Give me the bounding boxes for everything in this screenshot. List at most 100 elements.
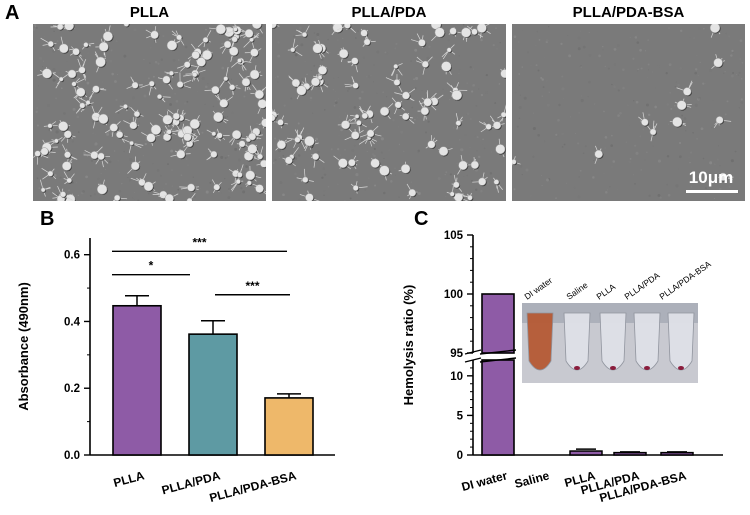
sem-grain (459, 148, 464, 152)
platelet (470, 160, 479, 169)
platelet (166, 129, 172, 135)
platelet (130, 161, 140, 171)
sem-grain (186, 158, 188, 160)
sem-grain (486, 181, 490, 185)
sem-grain (652, 145, 654, 147)
sem-grain (414, 87, 417, 90)
platelet (394, 101, 402, 109)
panel-a-letter: A (5, 2, 20, 24)
platelet (676, 100, 687, 111)
platelet (291, 78, 301, 88)
platelet (348, 158, 356, 167)
sem-grain (327, 185, 330, 188)
bar-plla (569, 450, 603, 456)
significance-label: * (149, 259, 154, 273)
sem-grain (495, 27, 497, 30)
sem-grain (456, 162, 459, 165)
sem-grain (91, 132, 95, 135)
sem-grain (619, 111, 622, 115)
sem-grain (183, 102, 187, 105)
sem-grain (617, 89, 620, 92)
sem-grain (53, 174, 57, 177)
bar-plla-pda-bsa (264, 397, 314, 456)
sem-grain (647, 63, 650, 66)
sem-grain (683, 117, 687, 120)
sem-grain (373, 64, 376, 67)
platelet (238, 140, 246, 148)
sem-grain (741, 78, 743, 80)
platelet (232, 26, 238, 32)
platelet (379, 165, 390, 176)
sem-grain (321, 58, 324, 61)
platelet (189, 118, 200, 130)
platelet (59, 43, 69, 54)
sem-grain (724, 113, 727, 116)
platelet (92, 85, 100, 93)
sem-grain (601, 45, 604, 48)
sem-grain (558, 103, 561, 107)
platelet (129, 121, 138, 130)
sem-grain (632, 57, 635, 61)
bar-plla-pda (188, 333, 238, 456)
sem-grain (617, 189, 618, 191)
sem-grain (728, 185, 731, 188)
sem-grain (645, 103, 649, 107)
tube-pellet (574, 366, 580, 370)
sem-grain (666, 155, 670, 158)
platelet (201, 49, 213, 60)
platelet (176, 81, 184, 88)
sem-grain (340, 128, 343, 132)
sem-grain (322, 147, 325, 149)
platelet (235, 178, 241, 185)
sem-grain (293, 151, 295, 153)
sem-grain (471, 179, 473, 182)
sem-grain (613, 47, 617, 51)
sem-grain (553, 24, 555, 25)
sem-grain (640, 67, 643, 70)
scale-bar (686, 190, 738, 193)
sem-grain (293, 25, 295, 27)
platelet (301, 32, 308, 38)
sem-grain (234, 147, 238, 151)
sem-grain (513, 48, 516, 51)
sem-grain (611, 83, 613, 86)
sem-grain (123, 100, 125, 102)
sem-grain (101, 135, 105, 139)
sem-grain (66, 60, 68, 62)
sem-grain (578, 111, 581, 114)
sem-grain (694, 71, 698, 75)
sem-grain (675, 81, 678, 83)
platelet (420, 106, 429, 116)
sem-grain (394, 167, 396, 169)
sem-grain (717, 145, 720, 147)
sem-grain (474, 188, 478, 192)
sem-grain (610, 134, 613, 137)
sem-grain (414, 48, 418, 52)
sem-grain (345, 112, 347, 114)
sem-grain (722, 59, 724, 61)
sem-grain (541, 184, 543, 187)
platelet (90, 151, 99, 160)
sem-grain (194, 196, 196, 198)
sem-grain (83, 151, 86, 155)
platelet (211, 131, 217, 137)
sem-grain (738, 107, 740, 109)
sem-grain (546, 103, 550, 107)
sem-grain (410, 181, 413, 184)
sem-grain (659, 24, 662, 27)
x-tick-label: DI water (460, 468, 509, 494)
sem-grain (117, 111, 120, 114)
platelet (683, 87, 692, 96)
sem-grain (593, 159, 595, 162)
sem-grain (335, 90, 337, 92)
sem-grain (654, 105, 658, 109)
sem-grain (635, 151, 639, 155)
platelet (485, 123, 492, 130)
sem-grain (197, 91, 199, 93)
sem-grain (628, 160, 632, 164)
sem-grain (644, 50, 647, 52)
platelet (146, 133, 156, 143)
sem-grain (580, 95, 583, 97)
platelet (449, 27, 457, 35)
sem-grain (366, 150, 368, 153)
